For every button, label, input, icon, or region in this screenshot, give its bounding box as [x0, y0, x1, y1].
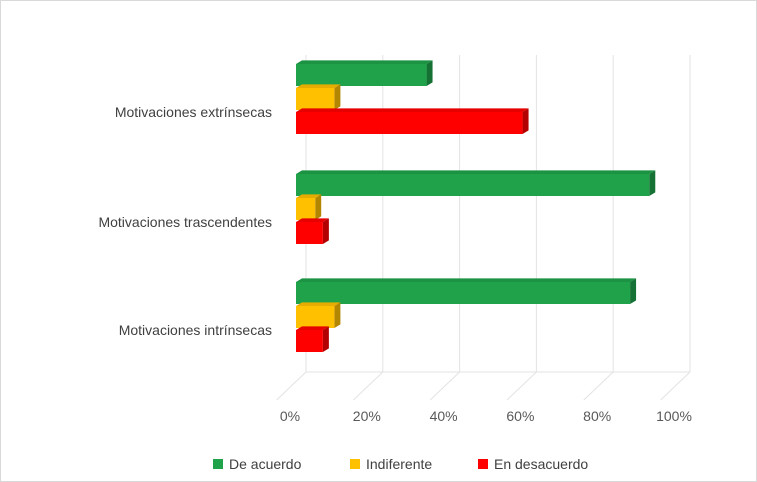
bar-top-face [296, 218, 329, 222]
category-label: Motivaciones intrínsecas [119, 322, 272, 338]
bar [296, 198, 316, 220]
floor-gridline [660, 371, 691, 401]
bar-side-face [334, 302, 341, 328]
bar-top-face [296, 302, 341, 306]
category-label: Motivaciones extrínsecas [115, 104, 272, 120]
bar-side-face [426, 60, 433, 86]
bar [296, 330, 323, 352]
bar-top-face [296, 194, 322, 198]
floor-gridline [429, 371, 460, 401]
category-labels: Motivaciones extrínsecas Motivaciones tra… [98, 104, 272, 338]
bar [296, 306, 335, 328]
legend-label: En desacuerdo [494, 456, 588, 472]
floor-gridline [506, 371, 537, 401]
legend-label: Indiferente [366, 456, 432, 472]
bar-side-face [322, 218, 329, 244]
bar-side-face [649, 170, 656, 196]
bar-top-face [296, 60, 433, 64]
bars [296, 60, 656, 352]
bar-top-face [296, 170, 656, 174]
x-tick-label: 40% [430, 408, 458, 424]
bar [296, 88, 335, 110]
floor-gridline [583, 371, 614, 401]
bar-top-face [296, 108, 529, 112]
bar-side-face [322, 326, 329, 352]
x-tick-label: 80% [583, 408, 611, 424]
x-axis-tick-labels: 0% 20% 40% 60% 80% 100% [280, 408, 692, 424]
bar-side-face [315, 194, 322, 220]
x-tick-label: 20% [353, 408, 381, 424]
bar [296, 222, 323, 244]
category-label: Motivaciones trascendentes [98, 214, 272, 230]
bar [296, 64, 427, 86]
floor-gridline [276, 371, 307, 401]
floor-gridline [353, 371, 384, 401]
bar [296, 174, 650, 196]
bar [296, 112, 523, 134]
x-tick-label: 0% [280, 408, 300, 424]
bar-top-face [296, 278, 637, 282]
x-tick-label: 60% [506, 408, 534, 424]
legend-swatch [213, 459, 223, 469]
bar-side-face [522, 108, 529, 134]
bar-side-face [334, 84, 341, 110]
x-tick-label: 100% [656, 408, 692, 424]
bar [296, 282, 631, 304]
bar-top-face [296, 84, 341, 88]
legend-swatch [478, 459, 488, 469]
legend: De acuerdo Indiferente En desacuerdo [213, 456, 588, 472]
legend-swatch [350, 459, 360, 469]
bar-side-face [630, 278, 637, 304]
bar-top-face [296, 326, 329, 330]
legend-label: De acuerdo [229, 456, 302, 472]
